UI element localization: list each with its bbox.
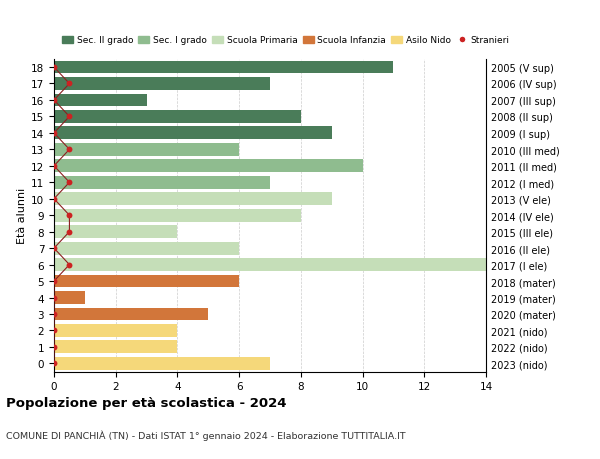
Point xyxy=(49,278,59,285)
Point xyxy=(49,294,59,302)
Point xyxy=(49,64,59,72)
Point xyxy=(65,212,74,219)
Bar xyxy=(54,193,332,206)
Bar xyxy=(54,160,362,173)
Point xyxy=(49,196,59,203)
Point xyxy=(65,261,74,269)
Bar xyxy=(54,176,270,189)
Point xyxy=(49,343,59,351)
Bar xyxy=(54,95,146,107)
Bar xyxy=(54,144,239,157)
Point xyxy=(65,146,74,154)
Bar xyxy=(54,341,178,353)
Point xyxy=(65,179,74,186)
Point xyxy=(49,97,59,104)
Bar xyxy=(54,209,301,222)
Point xyxy=(49,360,59,367)
Point xyxy=(49,327,59,335)
Point xyxy=(49,130,59,137)
Bar xyxy=(54,78,270,91)
Text: COMUNE DI PANCHIÀ (TN) - Dati ISTAT 1° gennaio 2024 - Elaborazione TUTTITALIA.IT: COMUNE DI PANCHIÀ (TN) - Dati ISTAT 1° g… xyxy=(6,430,406,440)
Bar xyxy=(54,258,486,271)
Point xyxy=(49,163,59,170)
Bar xyxy=(54,62,394,74)
Text: Popolazione per età scolastica - 2024: Popolazione per età scolastica - 2024 xyxy=(6,396,287,409)
Legend: Sec. II grado, Sec. I grado, Scuola Primaria, Scuola Infanzia, Asilo Nido, Stran: Sec. II grado, Sec. I grado, Scuola Prim… xyxy=(59,33,514,49)
Point xyxy=(65,229,74,236)
Point xyxy=(49,311,59,318)
Bar xyxy=(54,357,270,370)
Bar xyxy=(54,308,208,321)
Point xyxy=(65,113,74,121)
Point xyxy=(65,81,74,88)
Bar xyxy=(54,325,178,337)
Bar xyxy=(54,275,239,288)
Y-axis label: Età alunni: Età alunni xyxy=(17,188,27,244)
Bar xyxy=(54,111,301,123)
Point xyxy=(49,245,59,252)
Bar xyxy=(54,226,178,239)
Bar xyxy=(54,242,239,255)
Bar xyxy=(54,291,85,304)
Bar xyxy=(54,127,332,140)
